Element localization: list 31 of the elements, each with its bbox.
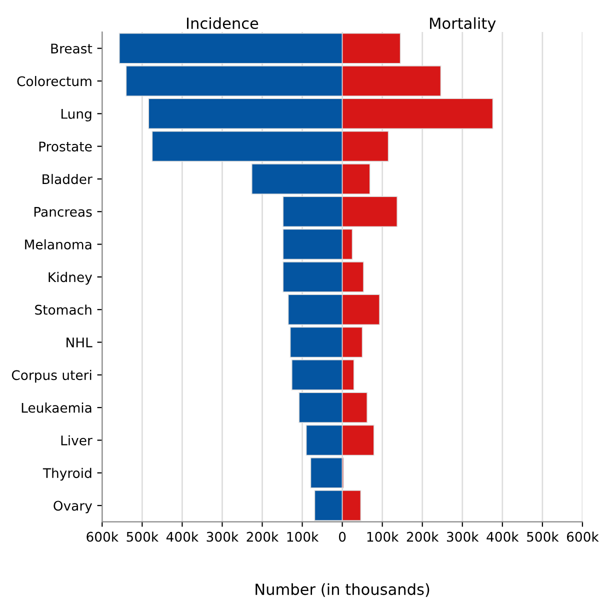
y-tick-label: Kidney: [48, 272, 92, 285]
x-tick-label: 300k: [206, 532, 239, 542]
y-tick-label: Pancreas: [34, 207, 92, 217]
x-tick-label: 200k: [246, 532, 279, 542]
y-tick-label: Breast: [51, 44, 92, 54]
x-tick-label: 100k: [287, 532, 319, 542]
x-tick-label: 300k: [446, 532, 479, 542]
x-tick-label: 400k: [166, 532, 199, 542]
x-tick-label: 600k: [86, 532, 119, 542]
x-tick-label: 600k: [566, 532, 599, 542]
y-tick-label: Bladder: [42, 174, 92, 184]
y-tick-label: Colorectum: [17, 76, 92, 86]
y-tick-label: Corpus uteri: [12, 370, 92, 383]
y-tick-label: NHL: [66, 338, 92, 348]
y-tick-label: Ovary: [54, 500, 92, 514]
y-tick-label: Liver: [61, 435, 92, 446]
x-tick-label: 500k: [126, 532, 159, 542]
y-tick-label: Stomach: [35, 304, 92, 315]
y-tick-label: Lung: [61, 109, 92, 122]
x-tick-label: 100k: [367, 532, 399, 542]
x-tick-label: 500k: [527, 532, 559, 542]
y-tick-label: Prostate: [39, 142, 92, 152]
x-axis-title: Number (in thousands): [256, 583, 430, 597]
y-tick-label: Leukaemia: [22, 402, 92, 413]
series-label: Incidence: [187, 17, 258, 30]
x-tick-label: 400k: [486, 532, 519, 542]
x-tick-label: 0: [338, 532, 346, 542]
series-label: Mortality: [430, 17, 496, 32]
y-tick-label: Melanoma: [25, 239, 92, 250]
y-tick-label: Thyroid: [42, 468, 92, 481]
x-tick-label: 200k: [406, 532, 439, 542]
